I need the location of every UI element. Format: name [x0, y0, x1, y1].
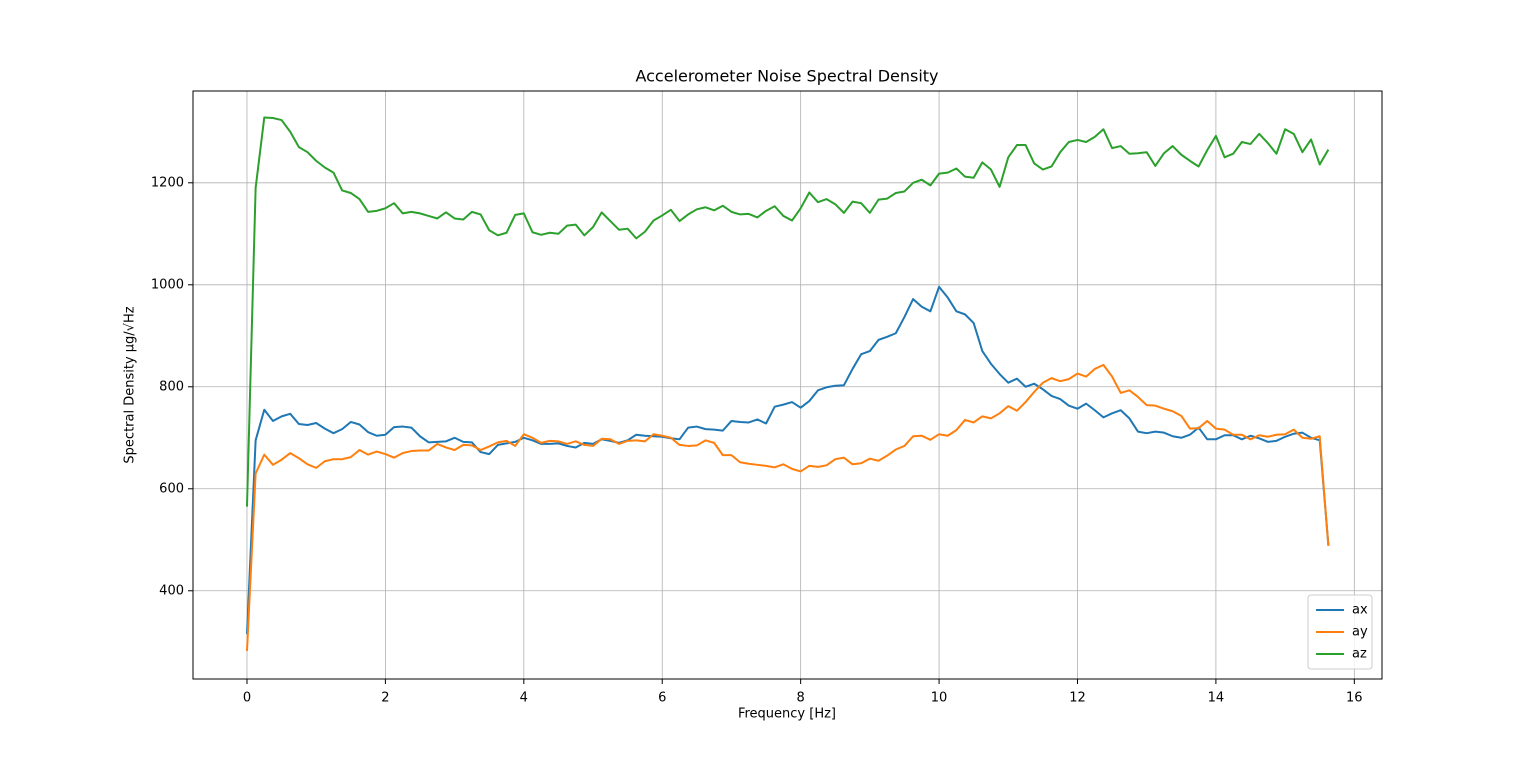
y-tick-label: 600: [159, 481, 184, 496]
x-axis-label: Frequency [Hz]: [738, 707, 836, 722]
legend: ax ay az: [1307, 594, 1373, 670]
legend-label: az: [1352, 647, 1367, 662]
axes-frame: [192, 90, 1383, 680]
y-tick-label: 400: [159, 583, 184, 598]
x-tick-label: 12: [1069, 691, 1086, 706]
x-tick-label: 10: [931, 691, 948, 706]
y-tick-label: 1000: [151, 277, 184, 292]
data-line: [245, 285, 1330, 635]
x-tick-label: 8: [797, 691, 805, 706]
x-tick-label: 4: [520, 691, 528, 706]
data-line: [245, 363, 1330, 651]
x-tick-label: 14: [1208, 691, 1225, 706]
legend-label: ax: [1352, 603, 1368, 618]
y-axis-label: Spectral Density μg/√Hz: [123, 306, 138, 463]
x-tick-label: 6: [658, 691, 666, 706]
y-tick-label: 800: [159, 379, 184, 394]
data-line: [245, 116, 1330, 507]
x-tick-label: 0: [243, 691, 251, 706]
y-tick-label: 1200: [151, 175, 184, 190]
legend-label: ay: [1352, 625, 1368, 640]
chart-title: Accelerometer Noise Spectral Density: [635, 67, 938, 86]
x-tick-label: 2: [381, 691, 389, 706]
x-tick-label: 16: [1346, 691, 1363, 706]
